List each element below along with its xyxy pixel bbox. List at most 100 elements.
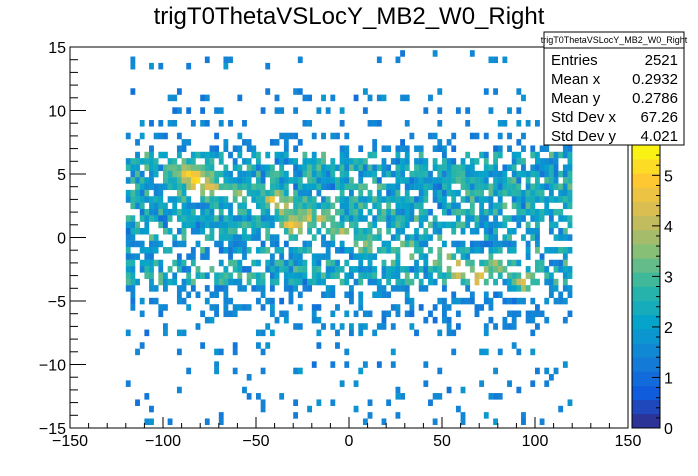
heatmap-cell [242, 170, 247, 178]
heatmap-cell [372, 151, 378, 159]
heatmap-cell [242, 120, 247, 127]
heatmap-cell [367, 94, 373, 102]
heatmap-cell [274, 183, 280, 191]
heatmap-cell [507, 259, 512, 267]
heatmap-cell [339, 240, 345, 248]
heatmap-cell [511, 177, 517, 184]
heatmap-cell [437, 266, 443, 273]
heatmap-cell [153, 183, 159, 191]
heatmap-cell [362, 202, 368, 210]
heatmap-cell [474, 310, 480, 318]
heatmap-cell [339, 208, 345, 216]
heatmap-cell [181, 227, 187, 235]
heatmap-cell [339, 151, 345, 159]
heatmap-cell [288, 297, 294, 305]
heatmap-cell [381, 164, 387, 172]
heatmap-cell [400, 285, 405, 292]
heatmap-cell [330, 221, 336, 229]
heatmap-cell [567, 234, 573, 241]
heatmap-cell [530, 215, 536, 222]
heatmap-cell [567, 399, 573, 406]
heatmap-cell [488, 253, 494, 260]
heatmap-cell [539, 310, 545, 318]
heatmap-cell [302, 158, 308, 165]
heatmap-cell [307, 240, 312, 248]
heatmap-cell [265, 259, 271, 267]
heatmap-cell [521, 158, 526, 165]
heatmap-cell [149, 145, 154, 152]
heatmap-cell [530, 189, 536, 197]
heatmap-cell [316, 170, 322, 178]
heatmap-cell [321, 177, 326, 184]
heatmap-cell [511, 316, 517, 324]
heatmap-cell [381, 291, 387, 299]
heatmap-cell [293, 215, 299, 222]
heatmap-cell [200, 170, 206, 178]
heatmap-cell [344, 164, 350, 172]
heatmap-cell [558, 215, 564, 222]
heatmap-cell [428, 247, 433, 254]
y-tick-label: 10 [48, 104, 66, 121]
heatmap-cell [311, 164, 317, 172]
heatmap-cell [302, 170, 308, 178]
heatmap-cell [418, 234, 424, 241]
heatmap-cell [181, 208, 187, 216]
heatmap-cell [195, 291, 201, 299]
heatmap-cell [409, 208, 415, 216]
heatmap-cell [172, 234, 178, 241]
heatmap-cell [376, 234, 382, 241]
heatmap-cell [218, 247, 224, 254]
heatmap-cell [209, 151, 215, 159]
heatmap-cell [390, 208, 396, 216]
heatmap-cell [214, 240, 219, 248]
heatmap-cell [283, 240, 289, 248]
heatmap-cell [339, 196, 345, 203]
heatmap-cell [493, 247, 498, 254]
heatmap-cell [381, 310, 387, 318]
heatmap-cell [460, 240, 466, 248]
heatmap-cell [404, 266, 410, 273]
heatmap-cell [418, 151, 424, 159]
heatmap-cell [274, 202, 280, 210]
heatmap-cell [186, 215, 192, 222]
heatmap-cell [130, 221, 136, 229]
heatmap-cell [488, 234, 494, 241]
heatmap-cell [544, 196, 550, 203]
heatmap-cell [493, 367, 498, 375]
heatmap-cell [511, 323, 517, 330]
heatmap-cell [293, 272, 299, 279]
heatmap-cell [130, 234, 136, 241]
heatmap-cell [283, 170, 289, 178]
heatmap-cell [437, 189, 443, 197]
heatmap-cell [507, 278, 512, 286]
heatmap-cell [311, 183, 317, 191]
heatmap-cell [390, 272, 396, 279]
heatmap-cell [321, 183, 326, 191]
heatmap-cell [283, 285, 289, 292]
heatmap-cell [535, 120, 540, 127]
heatmap-cell [437, 259, 443, 267]
heatmap-cell [535, 310, 540, 318]
heatmap-cell [316, 304, 322, 311]
heatmap-cell [376, 164, 382, 172]
heatmap-cell [158, 164, 164, 172]
heatmap-cell [293, 88, 299, 95]
heatmap-cell [488, 272, 494, 279]
heatmap-cell [469, 196, 475, 203]
heatmap-cell [497, 145, 503, 152]
heatmap-cell [488, 316, 494, 324]
heatmap-cell [390, 215, 396, 222]
heatmap-cell [432, 189, 438, 197]
heatmap-cell [176, 177, 182, 184]
heatmap-cell [362, 323, 368, 330]
heatmap-cell [321, 221, 326, 229]
heatmap-cell [302, 94, 308, 102]
heatmap-cell [302, 240, 308, 248]
heatmap-cell [321, 278, 326, 286]
heatmap-cell [130, 253, 136, 260]
heatmap-cell [488, 189, 494, 197]
heatmap-cell [460, 247, 466, 254]
heatmap-cell [176, 164, 182, 172]
heatmap-cell [214, 183, 219, 191]
